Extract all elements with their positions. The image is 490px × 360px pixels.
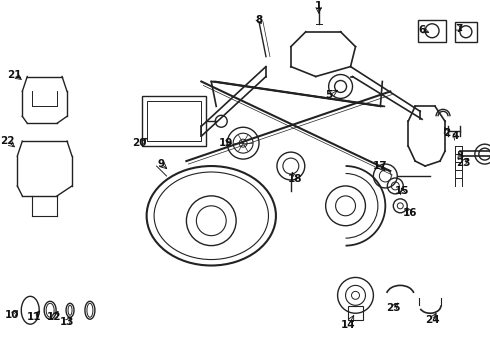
Bar [455,22,477,42]
Text: 3: 3 [456,151,464,161]
Text: 11: 11 [27,312,42,322]
Text: 10: 10 [5,310,20,320]
Text: 12: 12 [47,312,61,322]
Text: 24: 24 [425,315,440,325]
Text: 2: 2 [443,128,451,138]
Text: 17: 17 [373,161,388,171]
Text: 6: 6 [418,25,426,35]
Text: 13: 13 [60,317,74,327]
Text: 14: 14 [341,320,356,330]
Text: 19: 19 [219,138,233,148]
Text: 20: 20 [132,138,147,148]
Text: 18: 18 [288,174,302,184]
Text: 22: 22 [0,136,15,146]
Text: 21: 21 [7,69,22,80]
Bar [418,20,446,42]
Text: 15: 15 [395,186,410,196]
Text: 5: 5 [325,90,332,100]
Bar [347,306,364,320]
Text: 7: 7 [455,24,463,34]
Bar [142,96,206,146]
Bar [147,102,201,141]
Text: 8: 8 [255,15,263,25]
Text: 16: 16 [403,208,417,218]
Text: 9: 9 [158,159,165,169]
Text: 4: 4 [451,131,459,141]
Text: 23: 23 [456,158,470,168]
Text: 1: 1 [315,1,322,11]
Text: 25: 25 [386,303,400,313]
